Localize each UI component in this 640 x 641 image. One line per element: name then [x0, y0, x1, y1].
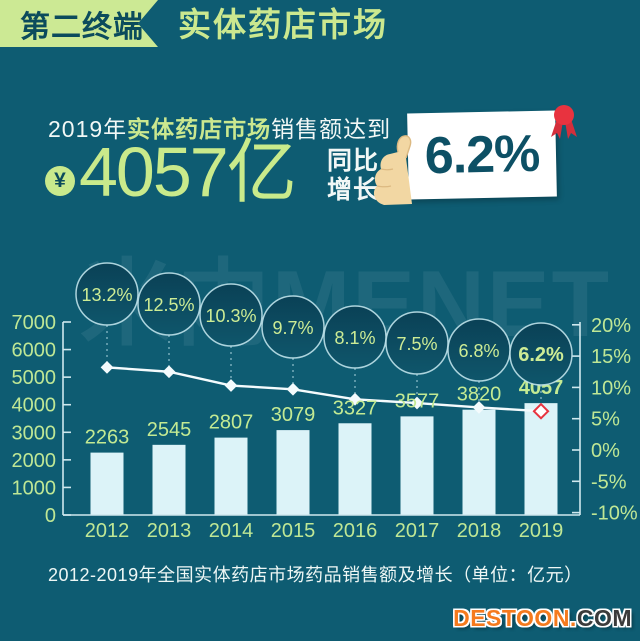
svg-text:15%: 15%: [591, 346, 631, 368]
svg-text:2263: 2263: [85, 427, 130, 449]
section-badge: 第二终端: [0, 0, 158, 47]
svg-text:3079: 3079: [271, 404, 316, 426]
svg-text:13.2%: 13.2%: [81, 285, 132, 305]
growth-value: 6.2%: [424, 124, 540, 186]
yuan-coin-icon: ¥: [45, 166, 75, 196]
svg-text:2016: 2016: [333, 520, 378, 542]
section-badge-label: 第二终端: [20, 10, 144, 44]
svg-text:2012: 2012: [85, 520, 130, 542]
svg-text:2017: 2017: [395, 520, 440, 542]
svg-text:2807: 2807: [209, 412, 254, 434]
chart-caption: 2012-2019年全国实体药店市场药品销售额及增长（单位：亿元）: [48, 565, 583, 585]
svg-text:5000: 5000: [12, 367, 57, 389]
svg-text:10.3%: 10.3%: [205, 306, 256, 326]
svg-text:2015: 2015: [271, 520, 316, 542]
bar-value-labels: 2263 2545 2807 3079 3327 3577 3820 4057: [85, 377, 564, 448]
growth-circles: 13.2% 12.5% 10.3% 9.7% 8.1% 7.5% 6.8% 6.2%: [75, 262, 573, 386]
year-labels: 2012 2013 2014 2015 2016 2017 2018 2019: [85, 520, 564, 542]
svg-text:0%: 0%: [591, 440, 620, 462]
page-title: 实体药店市场: [178, 6, 388, 43]
growth-label: 同比 增长: [327, 147, 379, 205]
svg-text:12.5%: 12.5%: [143, 295, 194, 315]
svg-text:4000: 4000: [12, 395, 57, 417]
svg-text:5%: 5%: [591, 409, 620, 431]
svg-text:1000: 1000: [12, 477, 57, 499]
growth-label-line2: 增长: [327, 176, 380, 204]
growth-value-card: 6.2%: [407, 110, 557, 200]
svg-text:7000: 7000: [12, 312, 57, 334]
svg-text:2018: 2018: [457, 520, 502, 542]
svg-text:6.2%: 6.2%: [518, 344, 564, 366]
svg-text:0: 0: [45, 505, 56, 527]
svg-text:8.1%: 8.1%: [334, 328, 375, 348]
svg-text:10%: 10%: [591, 377, 631, 399]
destoon-brand: DESTOON.: [453, 605, 577, 631]
stat-headline-highlight: 实体药店市场: [127, 116, 272, 142]
svg-text:9.7%: 9.7%: [272, 318, 313, 338]
svg-text:6.8%: 6.8%: [458, 341, 499, 361]
svg-text:20%: 20%: [591, 315, 631, 337]
destoon-watermark: DESTOON.COM: [453, 605, 632, 632]
svg-text:3000: 3000: [12, 422, 57, 444]
yuan-symbol: ¥: [54, 169, 66, 192]
svg-text:3820: 3820: [457, 384, 502, 406]
stat-headline: 2019年实体药店市场销售额达到: [48, 110, 391, 144]
svg-text:6000: 6000: [12, 340, 57, 362]
growth-label-line1: 同比: [327, 147, 380, 175]
axes: [62, 321, 581, 516]
svg-text:-10%: -10%: [591, 503, 638, 525]
sales-bars: [90, 403, 558, 515]
svg-text:2000: 2000: [12, 450, 57, 472]
growth-line: [100, 361, 550, 420]
connector-lines: [106, 325, 542, 406]
svg-text:7.5%: 7.5%: [396, 334, 437, 354]
destoon-tld: COM: [576, 605, 632, 631]
sales-growth-chart: 7000 6000 5000 4000 3000 2000 1000 0 20% 15% 10% 5%…: [12, 262, 638, 542]
svg-text:-5%: -5%: [591, 471, 627, 493]
sales-amount-value: 4057亿: [79, 133, 297, 211]
svg-text:2545: 2545: [147, 419, 192, 441]
svg-text:2019: 2019: [519, 520, 564, 542]
award-ribbon-icon: [551, 105, 577, 139]
svg-text:3327: 3327: [333, 397, 378, 419]
svg-text:3577: 3577: [395, 390, 440, 412]
svg-text:2013: 2013: [147, 520, 192, 542]
svg-text:2014: 2014: [209, 520, 254, 542]
stat-headline-prefix: 2019年: [48, 116, 128, 142]
hand-icon: [373, 135, 412, 205]
stat-headline-suffix: 销售额达到: [271, 116, 392, 142]
